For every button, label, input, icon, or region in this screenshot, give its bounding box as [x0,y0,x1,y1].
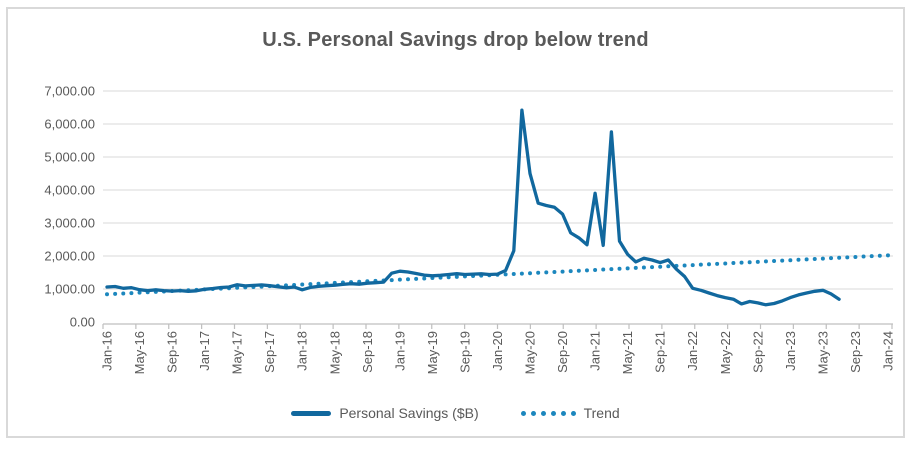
x-tick-label: Jan-17 [197,331,212,371]
y-tick-label: 1,000.00 [44,282,95,297]
x-tick-label: Sep-19 [457,331,472,373]
gridlines [103,90,893,290]
y-tick-label: 5,000.00 [44,150,95,165]
x-tick-label: May-19 [425,331,440,374]
x-axis [102,323,893,329]
personal-savings-line [105,108,841,307]
x-axis-labels: Jan-16 May-16 Sep-16 Jan-17 May-17 Sep-17 Jan-… [100,331,896,374]
y-tick-label: 0.00 [70,315,95,330]
x-tick-label: Jan-22 [685,331,700,371]
chart-title: U.S. Personal Savings drop below trend [262,29,649,51]
x-tick-label: Sep-18 [360,331,375,373]
legend-label-trend: Trend [583,405,620,421]
legend-label-personal-savings: Personal Savings ($B) [339,405,479,421]
x-tick-label: Jan-20 [490,331,505,371]
x-tick-label: Jan-19 [392,331,407,371]
y-tick-label: 7,000.00 [44,84,95,99]
x-tick-label: Sep-23 [848,331,863,373]
chart-frame: U.S. Personal Savings drop below trend 0… [6,7,905,438]
x-tick-label: Sep-20 [555,331,570,373]
trend-dots-swatch-icon [520,410,576,416]
x-tick-label: Sep-17 [262,331,277,373]
x-tick-label: Jan-16 [100,331,115,371]
x-tick-label: May-17 [230,331,245,374]
savings-line-swatch-icon [291,410,332,416]
y-tick-label: 2,000.00 [44,249,95,264]
legend-item-personal-savings: Personal Savings ($B) [291,405,479,421]
legend: Personal Savings ($B) Trend [8,405,903,421]
x-tick-label: Jan-21 [588,331,603,371]
x-tick-label: May-18 [327,331,342,374]
x-tick-label: Sep-16 [165,331,180,373]
x-tick-label: Sep-22 [750,331,765,373]
y-tick-label: 6,000.00 [44,117,95,132]
x-tick-label: Jan-23 [783,331,798,371]
x-tick-label: May-23 [815,331,830,374]
x-tick-label: May-21 [620,331,635,374]
legend-item-trend: Trend [520,405,620,421]
x-tick-label: May-16 [132,331,147,374]
x-tick-label: Jan-24 [880,331,895,371]
x-tick-label: May-20 [523,331,538,374]
x-tick-label: Jan-18 [295,331,310,371]
x-tick-label: Sep-21 [653,331,668,373]
y-tick-label: 4,000.00 [44,183,95,198]
y-axis-labels: 0.00 1,000.00 2,000.00 3,000.00 4,000.00 5,00… [44,84,95,330]
chart-canvas: 0.00 1,000.00 2,000.00 3,000.00 4,000.00 5,00… [44,84,896,375]
x-tick-label: May-22 [718,331,733,374]
y-tick-label: 3,000.00 [44,216,95,231]
